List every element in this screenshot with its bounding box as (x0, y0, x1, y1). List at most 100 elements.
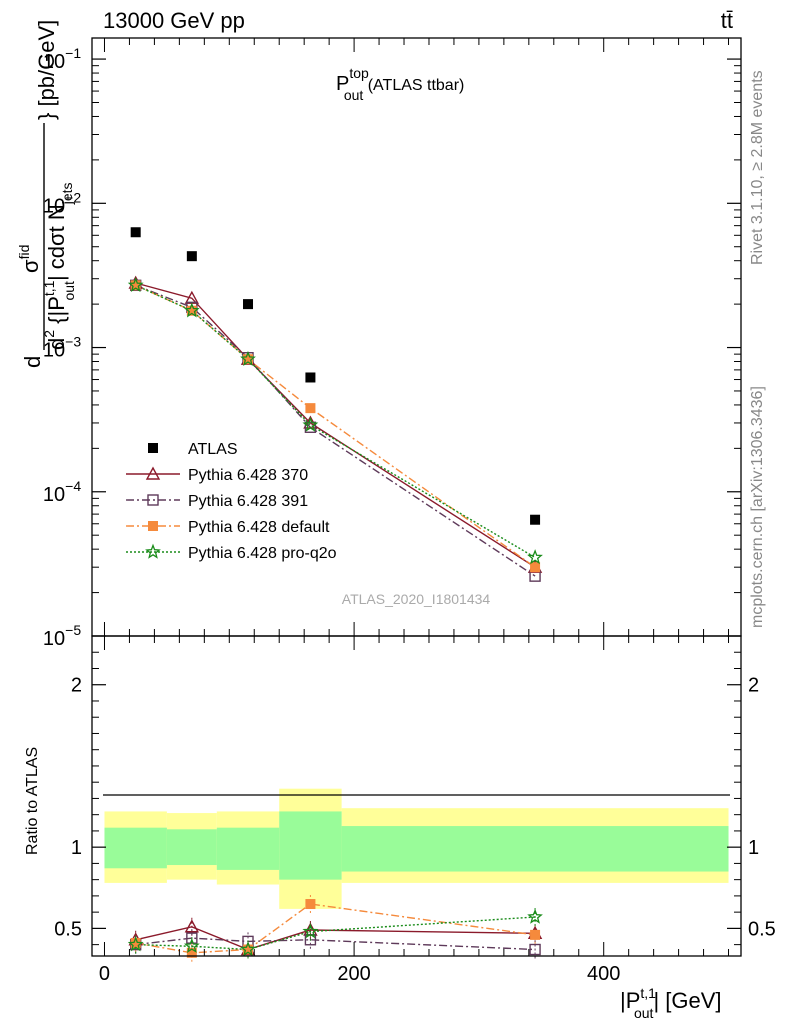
ratio-series-point (127, 936, 144, 952)
main-series-point (305, 372, 316, 383)
header-energy: 13000 GeV pp (103, 8, 245, 33)
main-series-point (130, 280, 141, 291)
ylabel-d: d (20, 356, 45, 368)
main-y-tick-label: 10−4 (43, 478, 81, 506)
ratio-series-point (240, 941, 256, 957)
x-tick-label: 0 (99, 963, 110, 985)
title-rest: (ATLAS ttbar) (363, 77, 464, 94)
rivet-label: Rivet 3.1.10, ≥ 2.8M events (749, 70, 766, 265)
ratio-y-tick-label-right: 1 (748, 837, 759, 859)
ylabel-pout-sub: out (61, 281, 77, 301)
main-series-point (186, 305, 197, 316)
main-series-point (127, 276, 144, 293)
ylabel-njets-sub: jets (59, 182, 75, 205)
main-y-tick-label: 10−5 (43, 622, 81, 650)
ylabel-pout-sup: t,1 (41, 280, 57, 296)
main-y-tick-base: 10 (43, 195, 65, 217)
legend-marker (147, 494, 159, 506)
title-main: P (336, 73, 349, 95)
legend-marker (148, 521, 158, 531)
main-series-point (243, 299, 254, 310)
ylabel-d2: d (44, 338, 69, 350)
xlabel-sub: out (634, 1005, 654, 1021)
main-y-tick-exp: −4 (65, 478, 81, 494)
main-series-point (530, 514, 541, 525)
xlabel-post: | [GeV] (653, 988, 721, 1013)
ratio-band-inner (216, 827, 280, 870)
main-y-tick-base: 10 (43, 628, 65, 650)
ratio-y-tick-label-right: 0.5 (748, 918, 776, 940)
title-sup: top (349, 65, 369, 81)
main-series-point (304, 421, 317, 433)
analysis-watermark: ATLAS_2020_I1801434 (342, 591, 491, 607)
ratio-series-point (527, 908, 543, 924)
x-tick-label: 200 (337, 963, 370, 985)
main-series-point (186, 251, 197, 262)
main-series-point (527, 549, 543, 565)
ratio-series-point (305, 899, 316, 910)
ratio-series-point (529, 943, 541, 956)
header-process: tt̄ (721, 8, 733, 33)
legend-label: Pythia 6.428 pro-q2o (188, 545, 337, 562)
ratio-band-inner (104, 827, 167, 869)
main-series-line (135, 284, 536, 559)
main-y-tick-base: 10 (43, 51, 65, 73)
main-series-point (130, 227, 141, 238)
ylabel-sigma: σ (18, 259, 43, 273)
ratio-frame (91, 635, 742, 957)
svg-text:σfid: σfid (16, 245, 43, 273)
ratio-series-point (243, 944, 254, 955)
main-series-point (302, 416, 319, 432)
ratio-band-inner (279, 811, 342, 880)
mcplots-label: mcplots.cern.ch [arXiv:1306.3436] (749, 386, 766, 628)
ratio-series-point (183, 938, 200, 953)
svg-text:d: d (20, 356, 45, 368)
legend-marker (145, 466, 161, 480)
legend-label: ATLAS (188, 441, 238, 458)
ylabel-tail: } [pb/GeV] (34, 20, 59, 120)
main-y-tick-exp: −3 (65, 334, 81, 350)
ratio-y-tick-label-left: 1 (71, 837, 82, 859)
legend-label: Pythia 6.428 default (188, 519, 330, 536)
ratio-y-axis-label: Ratio to ATLAS (24, 747, 41, 855)
main-y-tick-label: 10−3 (43, 334, 81, 362)
ratio-plot-area: 0.5 0.5 1 1 2 2 0 200 400 (54, 635, 776, 985)
ratio-series-point (130, 938, 141, 949)
ratio-y-tick-label-left: 0.5 (54, 918, 82, 940)
main-plot-area: 10−110−210−310−410−5 (43, 37, 742, 650)
ratio-y-tick-label-left: 2 (71, 675, 82, 697)
main-y-tick-base: 10 (43, 340, 65, 362)
ratio-band-inner (341, 826, 729, 872)
main-series-point (243, 354, 254, 365)
ylabel-mid: | cdσt N (44, 204, 69, 281)
legend-marker (145, 543, 161, 559)
legend-label: Pythia 6.428 391 (188, 493, 308, 510)
main-y-tick-exp: −2 (65, 189, 81, 205)
plot-title: Ptop out (ATLAS ttbar) (336, 65, 464, 103)
xlabel-pre: |P (620, 988, 640, 1013)
legend: ATLAS Pythia 6.428 370 Pythia 6.428 391 Pyt… (126, 441, 337, 562)
main-y-tick-label: 10−2 (43, 189, 81, 217)
main-y-tick-exp: −5 (65, 622, 81, 638)
ratio-series-point (530, 929, 541, 940)
ratio-band-inner (166, 829, 217, 866)
main-series-point (305, 403, 316, 414)
ratio-series-point (302, 923, 319, 939)
main-y-tick-exp: −1 (65, 45, 81, 61)
main-series-point (240, 350, 256, 366)
title-sub: out (344, 87, 364, 103)
x-tick-label: 400 (587, 963, 620, 985)
legend-marker (148, 443, 158, 453)
legend-label: Pythia 6.428 370 (188, 467, 308, 484)
main-series-point (530, 562, 541, 573)
ylabel-d2-sup: 2 (41, 330, 57, 338)
x-axis-label: |Pt,1 out| [GeV] (620, 985, 722, 1021)
ylabel-sigma-sup: fid (16, 245, 32, 260)
ratio-series-point (186, 932, 198, 944)
ratio-y-tick-label-right: 2 (748, 675, 759, 697)
ratio-series-point (184, 919, 200, 933)
main-series-point (183, 302, 200, 318)
svg-text:} [pb/GeV]: } [pb/GeV] (34, 20, 59, 120)
